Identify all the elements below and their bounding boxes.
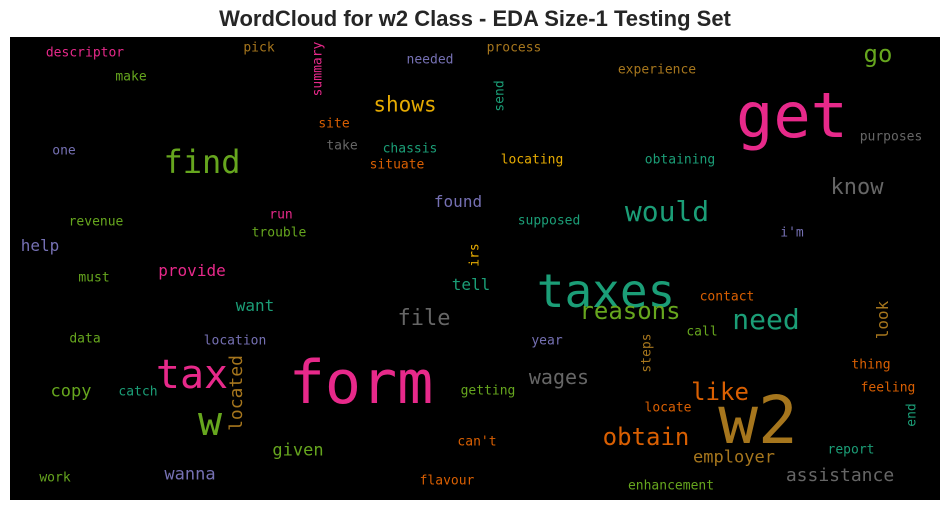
word-28: tell — [451, 275, 491, 294]
word-20: employer — [693, 447, 775, 468]
word-31: pick — [243, 40, 275, 56]
word-45: obtaining — [644, 152, 716, 168]
word-48: trouble — [251, 225, 307, 241]
word-21: wanna — [164, 464, 216, 485]
word-63: end — [904, 403, 920, 427]
word-65: can't — [457, 434, 497, 450]
word-61: getting — [460, 383, 516, 399]
word-46: revenue — [68, 214, 124, 230]
word-6: w — [197, 399, 223, 445]
word-26: found — [433, 192, 483, 211]
word-5: tax — [155, 352, 229, 398]
word-44: locating — [500, 152, 564, 168]
word-56: year — [531, 333, 563, 349]
word-12: like — [691, 378, 749, 406]
word-11: obtain — [602, 423, 690, 451]
word-32: summary — [310, 41, 326, 97]
word-54: data — [69, 331, 101, 347]
word-25: want — [235, 296, 275, 315]
chart-title: WordCloud for w2 Class - EDA Size-1 Test… — [219, 6, 731, 31]
word-42: take — [326, 138, 358, 154]
word-23: copy — [50, 381, 92, 402]
word-35: process — [486, 40, 542, 56]
word-68: flavour — [419, 473, 475, 489]
word-3: taxes — [536, 264, 676, 318]
word-59: thing — [851, 357, 891, 373]
word-49: supposed — [517, 213, 581, 229]
word-13: file — [397, 306, 451, 331]
word-41: one — [52, 143, 76, 159]
word-4: get — [736, 79, 848, 152]
word-15: shows — [373, 92, 437, 117]
word-60: catch — [118, 384, 158, 400]
word-1: form — [288, 348, 434, 418]
word-52: must — [78, 270, 110, 286]
word-2: w2 — [718, 382, 798, 459]
word-39: chassis — [382, 141, 438, 157]
word-47: run — [269, 207, 293, 223]
word-58: steps — [639, 333, 655, 373]
word-19: assistance — [785, 465, 895, 486]
word-62: feeling — [860, 380, 916, 396]
word-43: situate — [369, 157, 425, 173]
word-40: purposes — [859, 129, 923, 145]
word-36: experience — [617, 62, 697, 78]
word-17: wages — [528, 365, 590, 389]
word-66: report — [827, 442, 875, 458]
word-69: enhancement — [627, 478, 715, 494]
word-51: irs — [467, 243, 483, 267]
word-57: call — [686, 324, 718, 340]
word-37: make — [115, 69, 147, 85]
word-24: provide — [158, 261, 226, 280]
word-30: descriptor — [45, 45, 125, 61]
word-53: contact — [699, 289, 755, 305]
wordcloud-canvas: form w2 taxes get tax w find would need reasons ob… — [10, 37, 940, 500]
word-9: need — [732, 303, 800, 336]
word-33: needed — [406, 52, 454, 68]
word-22: given — [272, 440, 324, 461]
word-34: send — [492, 80, 508, 112]
word-16: go — [863, 40, 893, 68]
word-29: look — [873, 300, 892, 340]
word-8: would — [624, 195, 710, 228]
word-67: work — [39, 470, 71, 486]
word-27: help — [20, 236, 60, 255]
word-18: located — [226, 355, 247, 431]
word-38: site — [318, 116, 350, 132]
word-64: locate — [644, 400, 692, 416]
word-10: reasons — [579, 297, 681, 325]
word-14: know — [830, 175, 884, 200]
word-7: find — [163, 143, 241, 181]
word-55: location — [203, 333, 267, 349]
word-50: i'm — [780, 225, 804, 241]
